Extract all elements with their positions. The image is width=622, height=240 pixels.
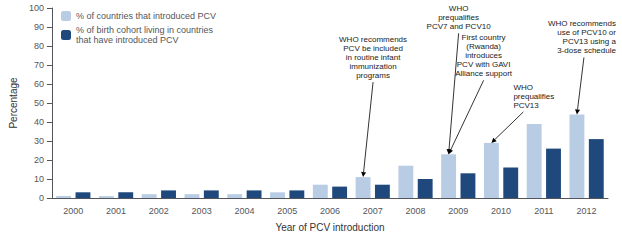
- svg-text:2003: 2003: [192, 206, 212, 216]
- svg-text:PCV13 using a: PCV13 using a: [563, 37, 617, 46]
- svg-text:prequalifies: prequalifies: [438, 13, 479, 22]
- svg-text:PCV with GAVI: PCV with GAVI: [457, 60, 511, 69]
- svg-text:2008: 2008: [405, 206, 425, 216]
- svg-text:Percentage: Percentage: [8, 77, 19, 129]
- svg-text:% of countries that introduced: % of countries that introduced PCV: [76, 11, 216, 21]
- svg-text:2002: 2002: [149, 206, 169, 216]
- svg-text:60: 60: [34, 79, 44, 89]
- svg-text:WHO: WHO: [449, 4, 469, 13]
- svg-text:2011: 2011: [534, 206, 553, 216]
- svg-text:PCV7 and PCV10: PCV7 and PCV10: [427, 22, 492, 31]
- svg-text:2005: 2005: [277, 206, 297, 216]
- svg-text:50: 50: [34, 98, 44, 108]
- svg-text:use of PCV10 or: use of PCV10 or: [557, 28, 616, 37]
- svg-text:2004: 2004: [234, 206, 254, 216]
- svg-text:20: 20: [34, 155, 44, 165]
- svg-text:0: 0: [39, 193, 44, 203]
- svg-text:2007: 2007: [363, 206, 383, 216]
- svg-text:10: 10: [34, 174, 44, 184]
- svg-text:PCV be included: PCV be included: [343, 44, 403, 53]
- svg-text:2000: 2000: [63, 206, 83, 216]
- svg-text:introduces: introduces: [465, 51, 502, 60]
- svg-text:WHO recommends: WHO recommends: [548, 19, 616, 28]
- svg-text:First country: First country: [462, 33, 506, 42]
- svg-text:WHO recommends: WHO recommends: [339, 35, 407, 44]
- svg-text:PCV13: PCV13: [513, 101, 539, 110]
- svg-text:that have introduced PCV: that have introduced PCV: [76, 35, 179, 45]
- svg-text:(Rwanda): (Rwanda): [466, 42, 501, 51]
- svg-text:2006: 2006: [320, 206, 340, 216]
- svg-text:programs: programs: [356, 71, 390, 80]
- svg-text:40: 40: [34, 117, 44, 127]
- svg-text:100: 100: [29, 3, 44, 13]
- svg-text:prequalifies: prequalifies: [513, 92, 554, 101]
- svg-text:80: 80: [34, 41, 44, 51]
- svg-text:2001: 2001: [106, 206, 126, 216]
- svg-text:immunization: immunization: [349, 62, 396, 71]
- svg-text:90: 90: [34, 22, 44, 32]
- svg-text:in routine infant: in routine infant: [346, 53, 401, 62]
- svg-text:Year of PCV introduction: Year of PCV introduction: [275, 222, 384, 233]
- svg-text:3-dose schedule: 3-dose schedule: [557, 46, 616, 55]
- svg-text:2009: 2009: [448, 206, 468, 216]
- svg-text:70: 70: [34, 60, 44, 70]
- svg-text:WHO: WHO: [513, 83, 533, 92]
- svg-text:30: 30: [34, 136, 44, 146]
- svg-text:Alliance support: Alliance support: [455, 69, 513, 78]
- svg-text:2010: 2010: [491, 206, 511, 216]
- svg-text:% of birth cohort living in co: % of birth cohort living in countries: [76, 25, 214, 35]
- svg-text:2012: 2012: [577, 206, 597, 216]
